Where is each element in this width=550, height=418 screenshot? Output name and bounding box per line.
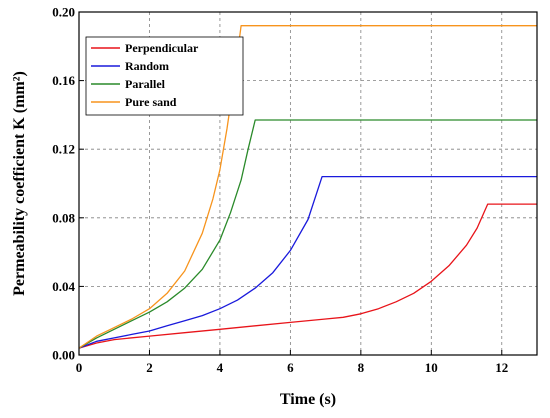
x-axis-title: Time (s) (280, 391, 336, 408)
legend: Perpendicular Random Parallel Pure sand (85, 36, 244, 116)
legend-label-parallel: Parallel (125, 77, 166, 91)
plot-frame (78, 11, 538, 356)
legend-label-random: Random (125, 59, 169, 73)
x-tick-label: 12 (495, 360, 508, 375)
x-tick-label: 2 (146, 360, 153, 375)
x-tick-label: 0 (76, 360, 83, 375)
y-tick-label: 0.00 (52, 348, 75, 363)
legend-label-pure-sand: Pure sand (125, 95, 177, 109)
series-line-parallel (78, 119, 537, 349)
series-line-random (78, 175, 537, 349)
y-tick-label: 0.04 (52, 279, 75, 294)
series-line-pure-sand (78, 25, 537, 349)
x-tick-label: 6 (287, 360, 294, 375)
y-tick-label: 0.16 (52, 73, 75, 88)
x-tick-label: 10 (425, 360, 438, 375)
y-axis-title: Permeability coefficient K (mm²) (11, 71, 28, 296)
y-tick-label: 0.12 (52, 142, 75, 157)
legend-label-perpendicular: Perpendicular (125, 41, 199, 55)
axis-ticks: 0 2 4 6 8 10 12 0.00 0.04 0.08 0.12 0.16 0.20 (52, 5, 508, 376)
y-tick-label: 0.20 (52, 5, 75, 20)
series-line-perpendicular (78, 203, 537, 349)
y-tick-label: 0.08 (52, 210, 75, 225)
series-lines (78, 25, 537, 349)
x-tick-label: 8 (358, 360, 365, 375)
x-tick-label: 4 (217, 360, 224, 375)
